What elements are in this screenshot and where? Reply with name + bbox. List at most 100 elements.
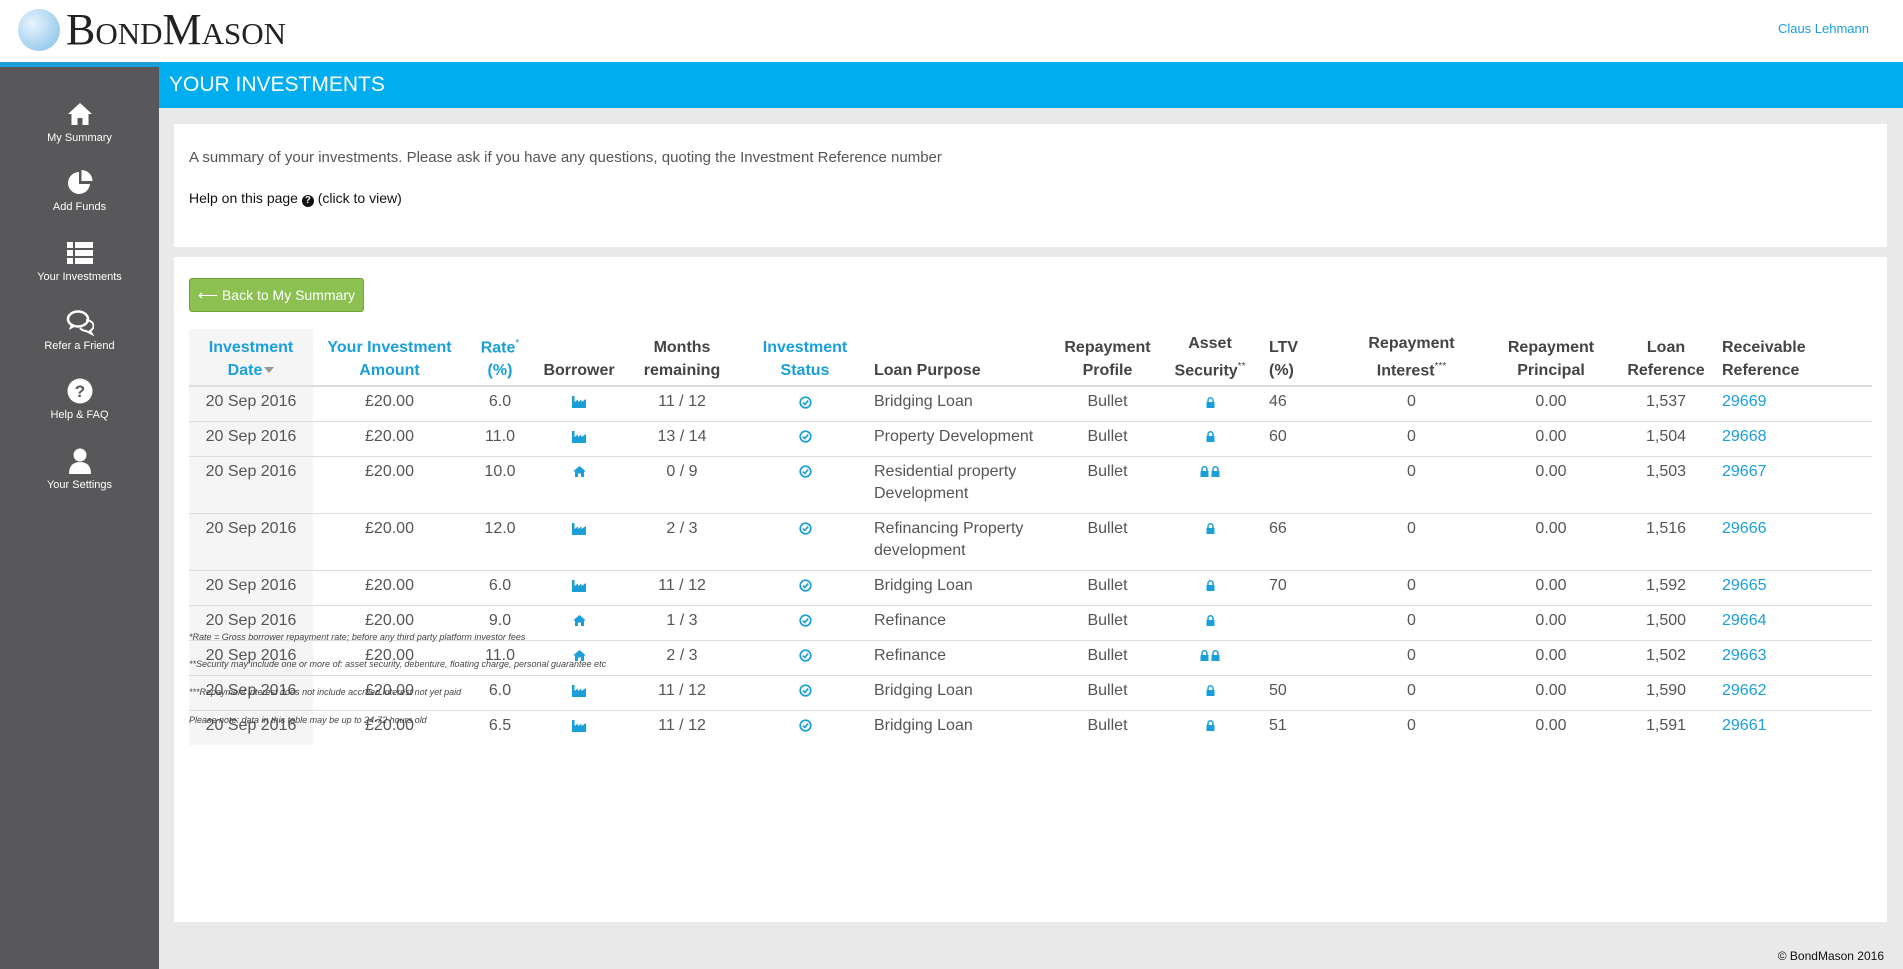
cell-receivable-reference-link[interactable]: 29668 [1718, 420, 1872, 457]
home-icon [572, 466, 586, 478]
cell-ltv [1265, 639, 1335, 676]
cell-rate: 9.0 [466, 604, 534, 641]
header-ltv: LTV (%) [1265, 329, 1335, 388]
cell-date: 20 Sep 2016 [189, 604, 313, 641]
cell-ltv [1265, 604, 1335, 641]
header-loan-purpose: Loan Purpose [870, 329, 1060, 388]
factory-icon [572, 430, 586, 443]
table-header-row: Investment Date Your Investment Amount R… [189, 329, 1872, 388]
sidebar-item-label: My Summary [47, 132, 112, 144]
check-circle-icon [798, 465, 812, 478]
cell-status[interactable] [740, 385, 870, 422]
cell-status[interactable] [740, 709, 870, 746]
sidebar-item-my-summary[interactable]: My Summary [0, 100, 159, 144]
cell-status[interactable] [740, 639, 870, 676]
cell-amount: £20.00 [313, 385, 466, 422]
cell-receivable-reference-link[interactable]: 29666 [1718, 512, 1872, 571]
sidebar-item-add-funds[interactable]: Add Funds [0, 169, 159, 213]
cell-months-remaining: 13 / 14 [624, 420, 740, 457]
cell-loan-reference: 1,502 [1614, 639, 1718, 676]
cell-loan-purpose: Refinance [870, 604, 1060, 641]
cell-repayment-principal: 0.00 [1488, 512, 1614, 571]
cell-amount: £20.00 [313, 604, 466, 641]
sort-down-icon[interactable] [264, 367, 275, 374]
cell-status[interactable] [740, 674, 870, 711]
header-asset-security: Asset Security** [1155, 329, 1265, 388]
cell-repayment-profile: Bullet [1060, 455, 1155, 514]
help-link[interactable]: Help on this page ? (click to view) [189, 190, 402, 207]
cell-receivable-reference-link[interactable]: 29663 [1718, 639, 1872, 676]
sidebar-item-refer-a-friend[interactable]: Refer a Friend [0, 308, 159, 352]
sidebar-item-your-settings[interactable]: Your Settings [0, 447, 159, 491]
table-row: 20 Sep 2016 £20.00 12.0 2 / 3 Refinancing Pr… [189, 512, 1872, 571]
cell-repayment-profile: Bullet [1060, 385, 1155, 422]
cell-months-remaining: 2 / 3 [624, 639, 740, 676]
cell-repayment-profile: Bullet [1060, 512, 1155, 571]
cell-loan-purpose: Bridging Loan [870, 569, 1060, 606]
sidebar-item-label: Your Settings [46, 479, 113, 491]
lock-icon [1206, 431, 1214, 443]
check-circle-icon [798, 579, 812, 592]
factory-icon [572, 719, 586, 732]
cell-repayment-principal: 0.00 [1488, 639, 1614, 676]
cell-amount: £20.00 [313, 639, 466, 676]
cell-ltv [1265, 455, 1335, 514]
cell-repayment-principal: 0.00 [1488, 385, 1614, 422]
cell-rate: 11.0 [466, 639, 534, 676]
cell-loan-purpose: Refinance [870, 639, 1060, 676]
cell-date: 20 Sep 2016 [189, 569, 313, 606]
header-investment-date[interactable]: Investment Date [189, 329, 313, 388]
cell-status[interactable] [740, 512, 870, 571]
home-icon [67, 103, 92, 125]
cell-repayment-principal: 0.00 [1488, 455, 1614, 514]
header-investment-amount[interactable]: Your Investment Amount [313, 329, 466, 388]
cell-repayment-profile: Bullet [1060, 569, 1155, 606]
cell-receivable-reference-link[interactable]: 29665 [1718, 569, 1872, 606]
check-circle-icon [798, 649, 812, 662]
back-to-summary-button[interactable]: ⟵ Back to My Summary [189, 278, 364, 312]
cell-loan-reference: 1,503 [1614, 455, 1718, 514]
cell-status[interactable] [740, 569, 870, 606]
bondmason-logo[interactable]: BondMason [18, 8, 286, 52]
check-circle-icon [798, 719, 812, 732]
table-row: 20 Sep 2016 £20.00 11.0 2 / 3 Refinance Bulle… [189, 639, 1872, 676]
lock-icon [1200, 650, 1209, 662]
cell-loan-purpose: Bridging Loan [870, 674, 1060, 711]
lock-icon [1206, 615, 1214, 627]
cell-receivable-reference-link[interactable]: 29669 [1718, 385, 1872, 422]
cell-receivable-reference-link[interactable]: 29667 [1718, 455, 1872, 514]
cell-date: 20 Sep 2016 [189, 674, 313, 711]
table-row: 20 Sep 2016 £20.00 9.0 1 / 3 Refinance Bullet… [189, 604, 1872, 641]
cell-amount: £20.00 [313, 569, 466, 606]
cell-repayment-interest: 0 [1335, 420, 1488, 457]
sidebar-item-your-investments[interactable]: Your Investments [0, 239, 159, 283]
header-repayment-principal: Repayment Principal [1488, 329, 1614, 388]
cell-repayment-principal: 0.00 [1488, 709, 1614, 746]
cell-months-remaining: 11 / 12 [624, 674, 740, 711]
cell-date: 20 Sep 2016 [189, 455, 313, 514]
footnote-rate: *Rate = Gross borrower repayment rate; b… [189, 632, 526, 642]
footnote-data-age: Please note: data in this table may be u… [189, 715, 427, 725]
header-investment-status[interactable]: Investment Status [740, 329, 870, 388]
header-rate[interactable]: Rate* (%) [466, 329, 534, 388]
factory-icon [572, 684, 586, 697]
cell-loan-purpose: Bridging Loan [870, 385, 1060, 422]
cell-status[interactable] [740, 455, 870, 514]
user-name-link[interactable]: Claus Lehmann [1777, 21, 1869, 36]
table-row: 20 Sep 2016 £20.00 6.5 11 / 12 Bridging Loan… [189, 709, 1872, 746]
cell-rate: 12.0 [466, 512, 534, 571]
footnote-security: **Security may include one or more of: a… [189, 659, 607, 669]
cell-status[interactable] [740, 420, 870, 457]
cell-receivable-reference-link[interactable]: 29662 [1718, 674, 1872, 711]
cell-receivable-reference-link[interactable]: 29664 [1718, 604, 1872, 641]
cell-repayment-interest: 0 [1335, 569, 1488, 606]
cell-ltv: 50 [1265, 674, 1335, 711]
lock-icon [1206, 720, 1214, 732]
cell-status[interactable] [740, 604, 870, 641]
cell-repayment-interest: 0 [1335, 512, 1488, 571]
header-repayment-interest: Repayment Interest*** [1335, 329, 1488, 388]
sidebar-item-help-faq[interactable]: ? Help & FAQ [0, 377, 159, 421]
sidebar-item-label: Your Investments [37, 271, 122, 283]
cell-receivable-reference-link[interactable]: 29661 [1718, 709, 1872, 746]
cell-ltv: 70 [1265, 569, 1335, 606]
